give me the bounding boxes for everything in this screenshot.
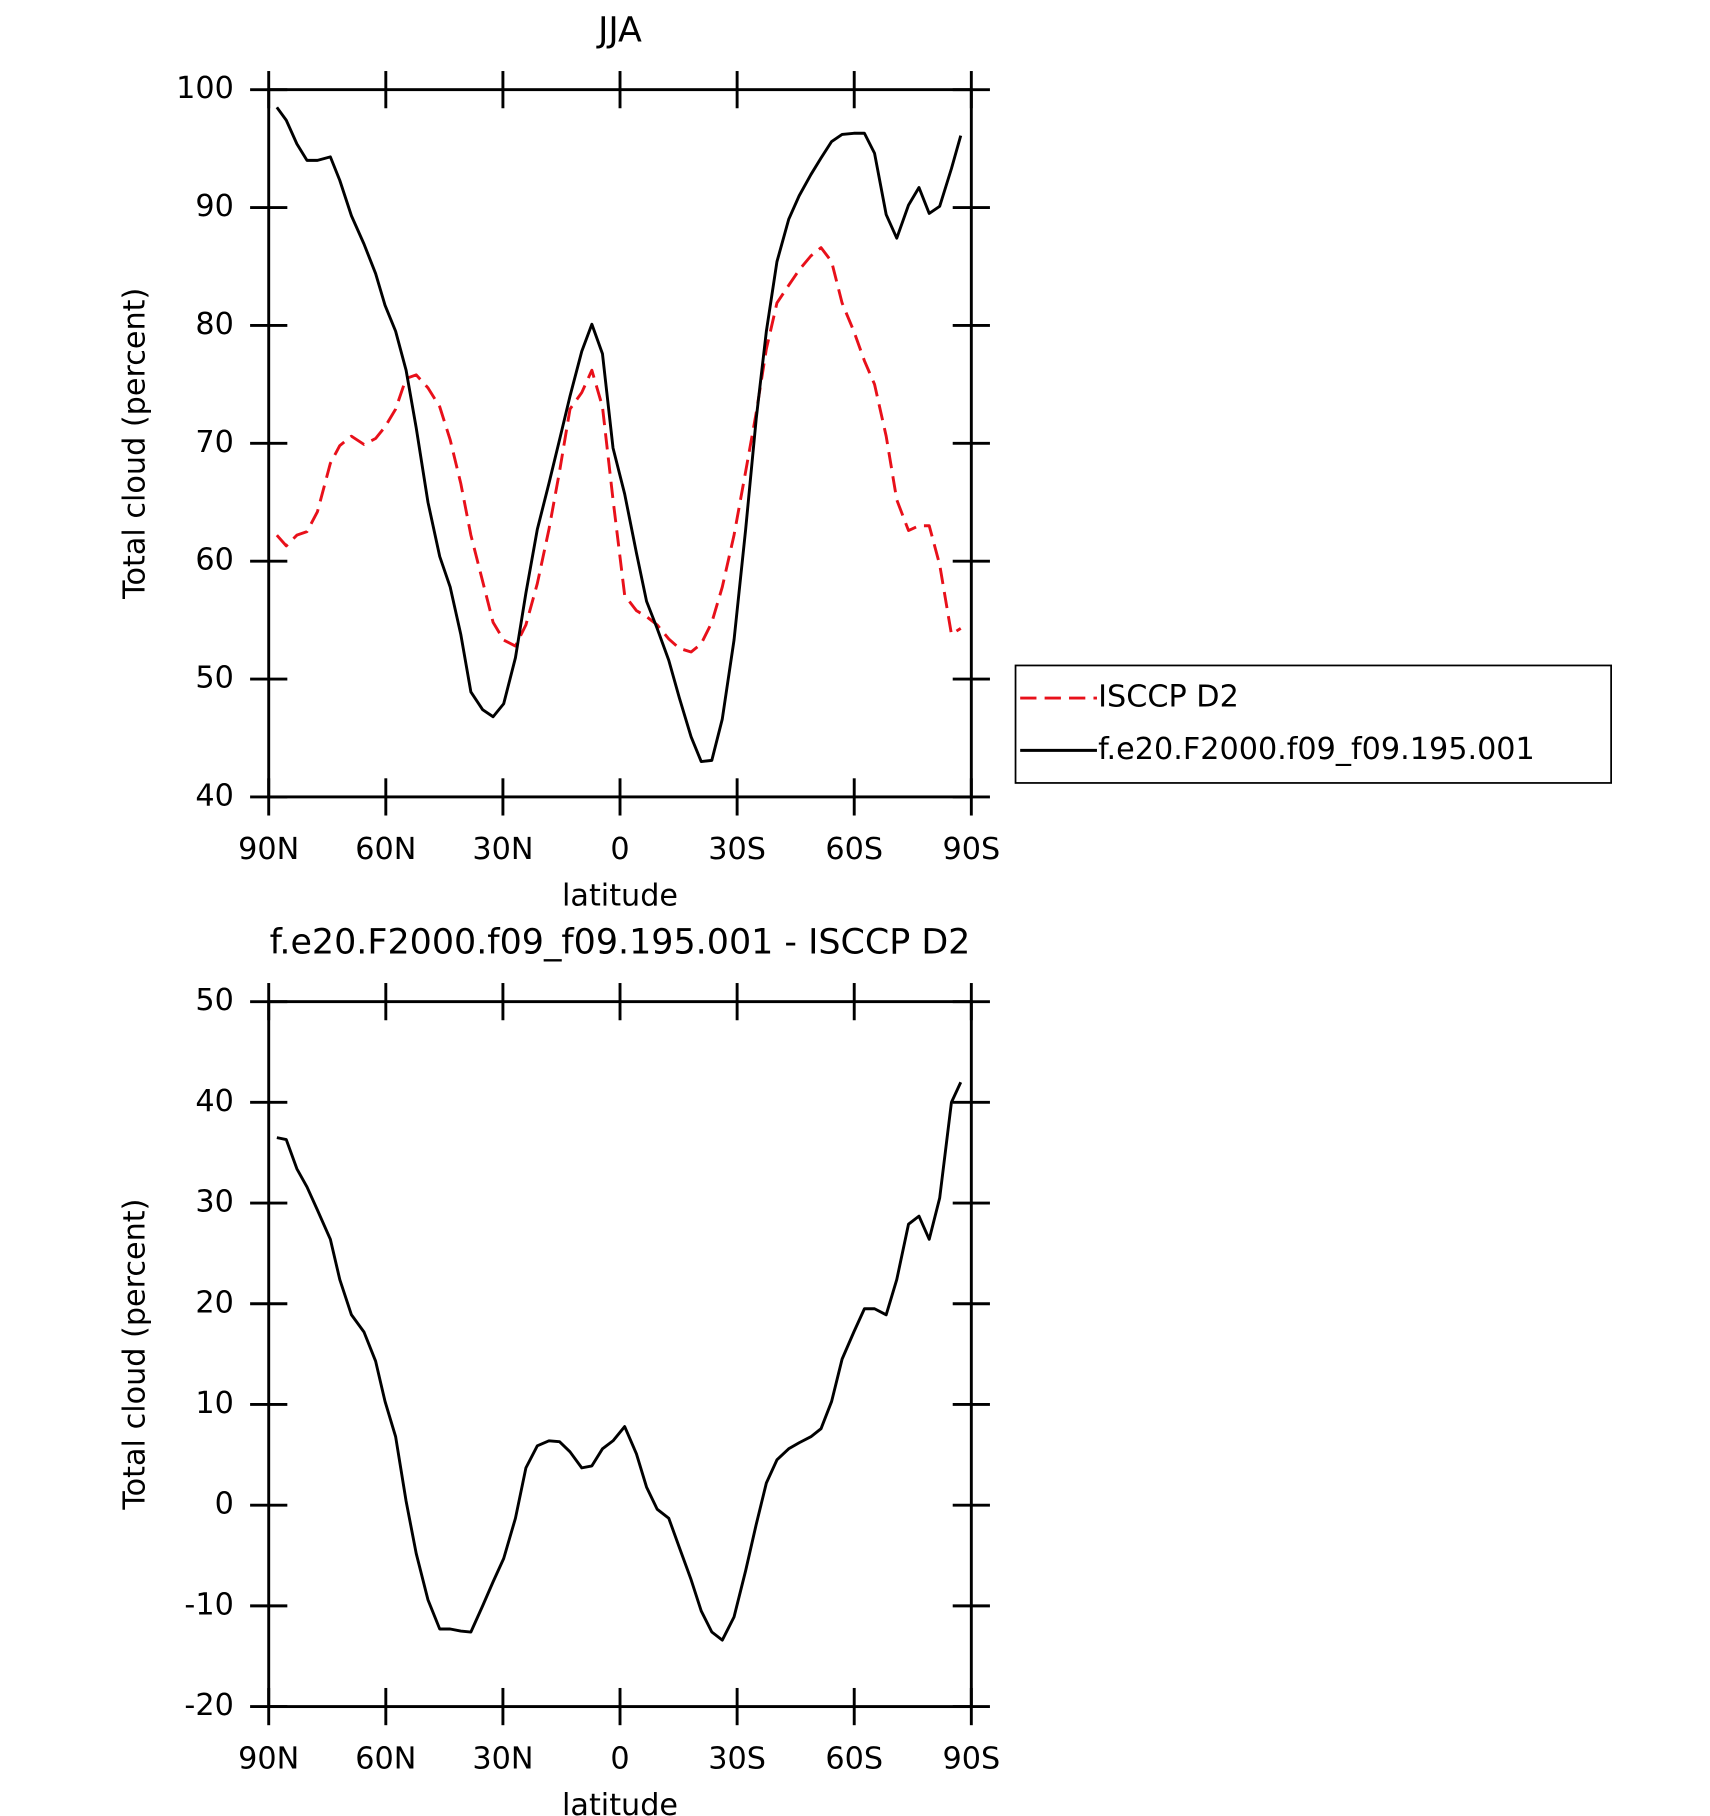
y-tick-label: 30: [195, 1185, 233, 1220]
y-axis-label: Total cloud (percent): [118, 288, 153, 600]
x-tick-label: 60N: [355, 832, 416, 867]
y-tick-label: -10: [184, 1587, 233, 1622]
y-tick-label: 70: [195, 425, 233, 460]
data-line: [276, 1081, 963, 1642]
x-axis-label: latitude: [562, 1788, 678, 1816]
y-tick-label: 50: [195, 661, 233, 696]
y-tick-label: 40: [195, 778, 233, 813]
x-tick-label: 30N: [472, 1742, 533, 1777]
y-tick-label: 10: [195, 1386, 233, 1421]
y-tick-label: 60: [195, 543, 233, 578]
x-tick-label: 0: [610, 1742, 629, 1777]
legend-box: [1014, 664, 1612, 784]
data-line: [275, 106, 963, 763]
x-tick-label: 30S: [708, 1742, 766, 1777]
y-tick-label: 0: [215, 1487, 234, 1522]
x-tick-label: 60N: [355, 1742, 416, 1777]
x-tick-label: 90S: [942, 1742, 1000, 1777]
x-tick-label: 60S: [825, 1742, 883, 1777]
x-tick-label: 90N: [238, 832, 299, 867]
y-tick-label: 50: [195, 983, 233, 1018]
y-tick-label: 40: [195, 1084, 233, 1119]
y-tick-label: 80: [195, 307, 233, 342]
legend-label: ISCCP D2: [1098, 680, 1239, 715]
y-axis-label: Total cloud (percent): [118, 1199, 153, 1511]
x-tick-label: 30S: [708, 832, 766, 867]
data-line: [275, 246, 962, 654]
y-tick-label: 20: [195, 1285, 233, 1320]
x-axis-label: latitude: [562, 878, 678, 913]
y-tick-label: -20: [184, 1688, 233, 1723]
chart-title: JJA: [596, 10, 642, 50]
x-tick-label: 0: [610, 832, 629, 867]
chart-title: f.e20.F2000.f09_f09.195.001 - ISCCP D2: [270, 922, 971, 962]
plot-frame: [267, 88, 973, 799]
y-tick-label: 100: [176, 71, 234, 106]
y-tick-label: 90: [195, 189, 233, 224]
x-tick-label: 90N: [238, 1742, 299, 1777]
x-tick-label: 90S: [942, 832, 1000, 867]
legend-label: f.e20.F2000.f09_f09.195.001: [1098, 732, 1535, 767]
x-tick-label: 60S: [825, 832, 883, 867]
x-tick-label: 30N: [472, 832, 533, 867]
